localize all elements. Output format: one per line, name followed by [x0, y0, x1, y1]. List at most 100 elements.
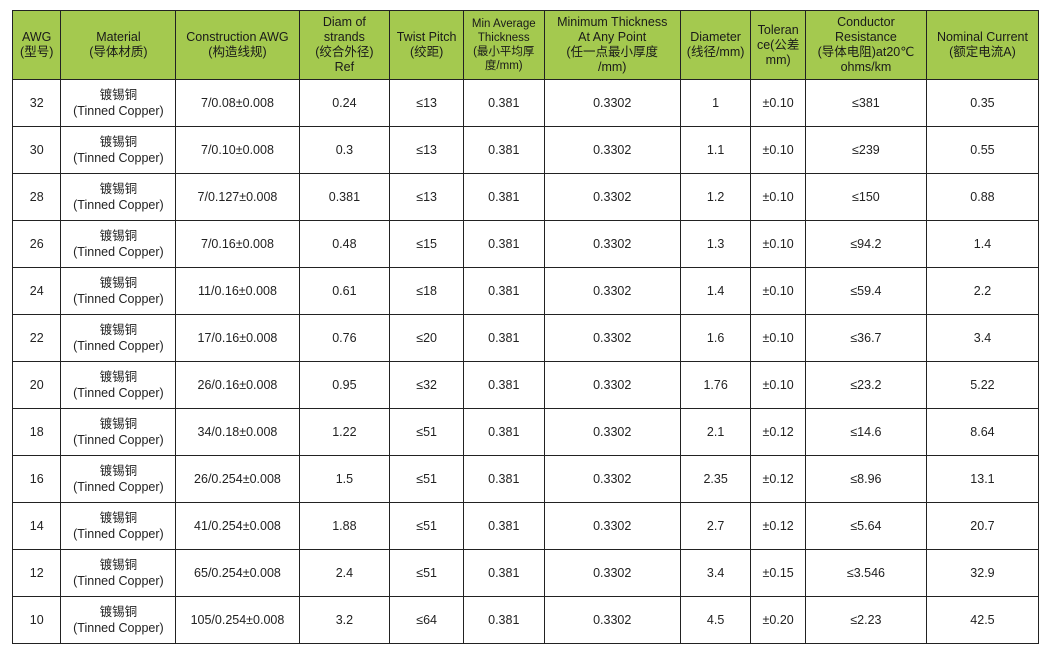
cell-diameter: 1.76 — [679, 361, 752, 409]
cell-diam-strands: 0.381 — [298, 173, 391, 221]
cell-material: 镀锡铜 (Tinned Copper) — [60, 173, 177, 221]
cell-diam-strands: 0.95 — [298, 361, 391, 409]
header-construction-awg: Construction AWG (构造线规) — [175, 10, 300, 80]
cell-conductor-resistance: ≤3.546 — [804, 549, 927, 597]
cell-min-average-thickness: 0.381 — [462, 549, 545, 597]
cell-nominal-current: 0.35 — [925, 79, 1040, 127]
cell-min-average-thickness: 0.381 — [462, 173, 545, 221]
cell-tolerance: ±0.10 — [750, 79, 806, 127]
cell-awg: 16 — [11, 455, 62, 503]
header-text-line: ohms/km — [840, 60, 892, 74]
material-text-line: 镀锡铜 — [99, 323, 138, 337]
cell-conductor-resistance: ≤2.23 — [804, 596, 927, 644]
cell-tolerance: ±0.10 — [750, 126, 806, 174]
header-text-line: ce(公差 — [756, 37, 800, 52]
header-text-line: Nominal Current — [936, 30, 1028, 44]
header-text-line: Ref — [334, 60, 355, 74]
header-text-line: (任一点最小厚度 — [566, 45, 659, 59]
cell-diam-strands: 0.3 — [298, 126, 391, 174]
header-text-line: Min Average — [471, 18, 536, 30]
header-text-line: Thickness — [477, 32, 530, 44]
cell-minimum-thickness: 0.3302 — [543, 314, 681, 362]
cell-conductor-resistance: ≤381 — [804, 79, 927, 127]
cell-diameter: 1.2 — [679, 173, 752, 221]
header-text-line: Conductor — [837, 15, 895, 29]
cell-construction-awg: 17/0.16±0.008 — [175, 314, 300, 362]
header-text-line: (导体电阻)at20℃ — [817, 45, 915, 59]
header-awg: AWG (型号) — [11, 10, 62, 80]
cell-diam-strands: 2.4 — [298, 549, 391, 597]
cell-diameter: 1.1 — [679, 126, 752, 174]
header-text-line: (最小平均厚 — [473, 46, 535, 58]
cell-twist-pitch: ≤51 — [389, 408, 464, 456]
material-text-line: 镀锡铜 — [99, 558, 138, 572]
cell-minimum-thickness: 0.3302 — [543, 173, 681, 221]
header-text-line: At Any Point — [578, 30, 647, 44]
table-row: 30 镀锡铜 (Tinned Copper) 7/0.10±0.008 0.3 ≤13 0.… — [11, 126, 1040, 174]
cell-conductor-resistance: ≤23.2 — [804, 361, 927, 409]
cell-diameter: 2.35 — [679, 455, 752, 503]
cell-awg: 10 — [11, 596, 62, 644]
cell-nominal-current: 20.7 — [925, 502, 1040, 550]
cell-twist-pitch: ≤51 — [389, 502, 464, 550]
header-text-line: Diameter — [690, 30, 741, 44]
cell-twist-pitch: ≤20 — [389, 314, 464, 362]
cell-min-average-thickness: 0.381 — [462, 455, 545, 503]
material-text-line: 镀锡铜 — [99, 182, 138, 196]
cell-tolerance: ±0.10 — [750, 173, 806, 221]
cell-diam-strands: 1.88 — [298, 502, 391, 550]
cell-tolerance: ±0.12 — [750, 408, 806, 456]
cell-construction-awg: 26/0.16±0.008 — [175, 361, 300, 409]
cell-construction-awg: 7/0.127±0.008 — [175, 173, 300, 221]
material-text-line: 镀锡铜 — [99, 276, 138, 290]
cell-minimum-thickness: 0.3302 — [543, 502, 681, 550]
cell-tolerance: ±0.15 — [750, 549, 806, 597]
table-row: 22 镀锡铜 (Tinned Copper) 17/0.16±0.008 0.76 ≤20… — [11, 314, 1040, 362]
header-text-line: (绞距) — [409, 45, 444, 59]
cell-diam-strands: 3.2 — [298, 596, 391, 644]
cell-material: 镀锡铜 (Tinned Copper) — [60, 596, 177, 644]
header-text-line: (线径/mm) — [686, 45, 745, 59]
header-text-line: 度/mm) — [484, 60, 523, 72]
header-conductor-resistance: Conductor Resistance (导体电阻)at20℃ ohms/km — [804, 10, 927, 80]
header-text-line: Toleran — [757, 22, 799, 37]
cell-twist-pitch: ≤13 — [389, 79, 464, 127]
cell-diameter: 1.3 — [679, 220, 752, 268]
cell-awg: 14 — [11, 502, 62, 550]
cell-diam-strands: 0.24 — [298, 79, 391, 127]
table-body: 32 镀锡铜 (Tinned Copper) 7/0.08±0.008 0.24 ≤13 0… — [11, 79, 1040, 644]
cell-conductor-resistance: ≤150 — [804, 173, 927, 221]
wire-spec-table: AWG (型号) Material (导体材质) Construction AWG (构造… — [11, 10, 1040, 644]
cell-minimum-thickness: 0.3302 — [543, 126, 681, 174]
cell-twist-pitch: ≤32 — [389, 361, 464, 409]
cell-minimum-thickness: 0.3302 — [543, 267, 681, 315]
material-text-line: (Tinned Copper) — [73, 433, 164, 447]
header-nominal-current: Nominal Current (额定电流A) — [925, 10, 1040, 80]
cell-construction-awg: 34/0.18±0.008 — [175, 408, 300, 456]
material-text-line: 镀锡铜 — [99, 370, 138, 384]
cell-awg: 20 — [11, 361, 62, 409]
cell-twist-pitch: ≤13 — [389, 173, 464, 221]
cell-material: 镀锡铜 (Tinned Copper) — [60, 361, 177, 409]
cell-construction-awg: 41/0.254±0.008 — [175, 502, 300, 550]
cell-diameter: 1 — [679, 79, 752, 127]
header-text-line: /mm) — [597, 60, 627, 74]
material-text-line: 镀锡铜 — [99, 88, 138, 102]
cell-conductor-resistance: ≤36.7 — [804, 314, 927, 362]
material-text-line: (Tinned Copper) — [73, 245, 164, 259]
cell-diameter: 4.5 — [679, 596, 752, 644]
cell-material: 镀锡铜 (Tinned Copper) — [60, 220, 177, 268]
cell-twist-pitch: ≤64 — [389, 596, 464, 644]
cell-twist-pitch: ≤13 — [389, 126, 464, 174]
header-text-line: Material — [96, 30, 141, 44]
cell-material: 镀锡铜 (Tinned Copper) — [60, 314, 177, 362]
table-row: 12 镀锡铜 (Tinned Copper) 65/0.254±0.008 2.4 ≤51… — [11, 549, 1040, 597]
material-text-line: (Tinned Copper) — [73, 480, 164, 494]
header-text-line: (额定电流A) — [949, 45, 1016, 59]
header-min-average-thickness: Min Average Thickness (最小平均厚 度/mm) — [462, 10, 545, 80]
cell-diameter: 1.6 — [679, 314, 752, 362]
spec-table-container: AWG (型号) Material (导体材质) Construction AWG (构造… — [11, 10, 1040, 644]
cell-twist-pitch: ≤51 — [389, 455, 464, 503]
cell-awg: 12 — [11, 549, 62, 597]
cell-diameter: 2.7 — [679, 502, 752, 550]
